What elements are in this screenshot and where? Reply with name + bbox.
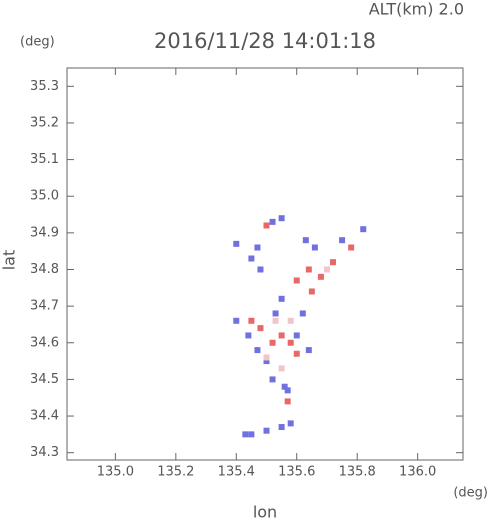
radar-point [299, 310, 306, 317]
radar-point [263, 222, 270, 229]
radar-point [305, 266, 312, 273]
radar-point [272, 317, 279, 324]
radar-point [248, 317, 255, 324]
radar-point [287, 339, 294, 346]
radar-point [263, 354, 270, 361]
radar-point [323, 266, 330, 273]
y-tick-label: 34.5 [30, 372, 59, 387]
y-unit: (deg) [20, 35, 55, 50]
radar-point [269, 376, 276, 383]
y-tick-label: 35.3 [30, 79, 59, 94]
x-tick-label: 135.4 [218, 465, 255, 480]
radar-point [308, 288, 315, 295]
radar-point [254, 244, 261, 251]
x-axis-label: lon [253, 503, 277, 521]
radar-point [254, 347, 261, 354]
radar-point [263, 427, 270, 434]
x-tick-label: 135.8 [339, 465, 376, 480]
x-tick-label: 135.6 [278, 465, 315, 480]
radar-point [278, 215, 285, 222]
x-unit: (deg) [453, 486, 488, 501]
radar-point [278, 295, 285, 302]
radar-point [248, 255, 255, 262]
y-tick-label: 34.9 [30, 225, 59, 240]
radar-point [281, 383, 288, 390]
radar-point [302, 237, 309, 244]
y-tick-label: 34.3 [30, 445, 59, 460]
radar-point [278, 365, 285, 372]
y-tick-label: 34.4 [30, 409, 59, 424]
radar-point [269, 218, 276, 225]
y-tick-label: 35.2 [30, 115, 59, 130]
radar-point [242, 431, 249, 438]
radar-point [311, 244, 318, 251]
radar-point [305, 347, 312, 354]
radar-point [257, 266, 264, 273]
x-tick-label: 135.2 [157, 465, 194, 480]
radar-point [293, 332, 300, 339]
radar-point [233, 240, 240, 247]
radar-point [272, 310, 279, 317]
radar-point [339, 237, 346, 244]
radar-point [348, 244, 355, 251]
radar-point [245, 332, 252, 339]
radar-point [360, 226, 367, 233]
radar-point [248, 431, 255, 438]
radar-point [293, 350, 300, 357]
radar-point [287, 317, 294, 324]
y-tick-label: 34.8 [30, 262, 59, 277]
radar-point [284, 387, 291, 394]
radar-point [257, 325, 264, 332]
x-tick-label: 135.0 [97, 465, 134, 480]
radar-point [233, 317, 240, 324]
plot-frame [66, 67, 464, 461]
x-tick-label: 136.0 [399, 465, 436, 480]
radar-point [287, 420, 294, 427]
y-axis-label: lat [0, 250, 19, 271]
radar-point [263, 358, 270, 365]
y-tick-label: 35.1 [30, 152, 59, 167]
radar-point [317, 273, 324, 280]
y-tick-label: 34.6 [30, 335, 59, 350]
radar-point [269, 339, 276, 346]
radar-point [278, 424, 285, 431]
radar-point [330, 259, 337, 266]
y-tick-label: 35.0 [30, 189, 59, 204]
chart-title: 2016/11/28 14:01:18 [154, 29, 376, 53]
y-tick-label: 34.7 [30, 299, 59, 314]
altitude-label: ALT(km) 2.0 [369, 0, 464, 19]
radar-point [293, 277, 300, 284]
radar-point [278, 332, 285, 339]
radar-point [284, 398, 291, 405]
